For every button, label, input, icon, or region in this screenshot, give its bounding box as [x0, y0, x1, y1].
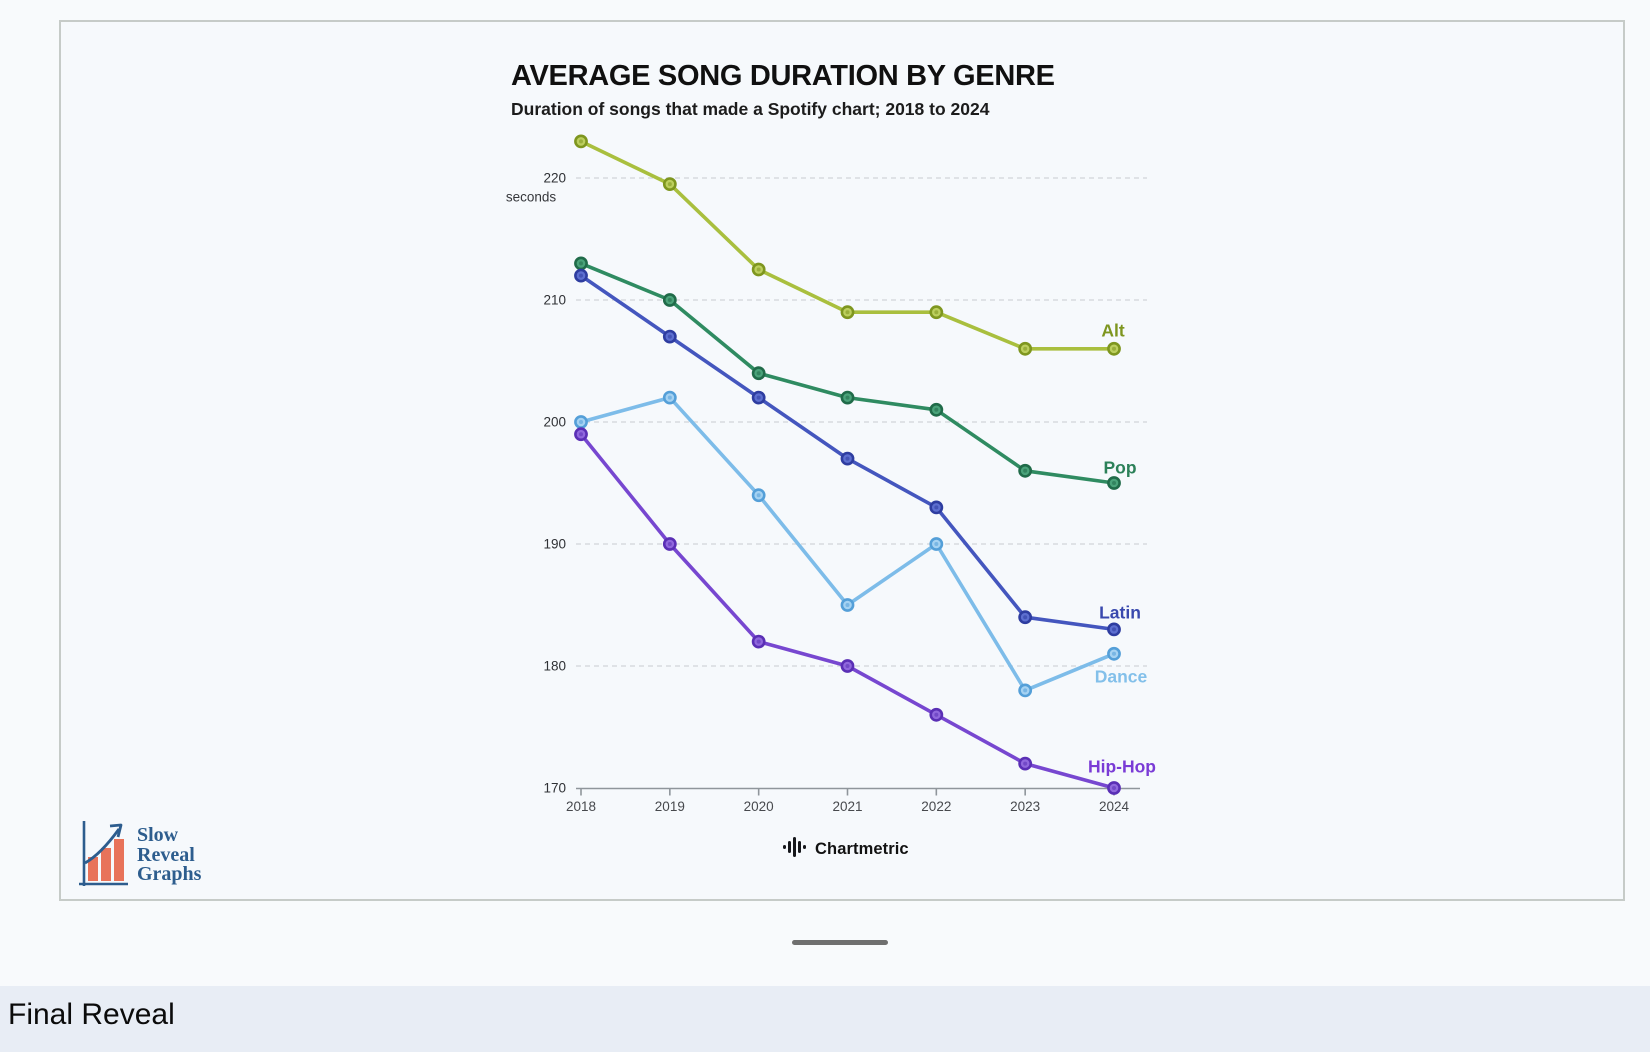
- marker-core-latin-2018: [579, 273, 583, 278]
- y-tick-label-210: 210: [543, 292, 566, 308]
- y-tick-label-200: 200: [543, 414, 566, 430]
- marker-core-hip-hop-2024: [1111, 786, 1116, 790]
- logo-line2: Reveal: [137, 843, 195, 866]
- chart-subtitle: Duration of songs that made a Spotify ch…: [511, 99, 990, 119]
- marker-core-hip-hop-2019: [667, 542, 672, 546]
- marker-core-latin-2020: [756, 395, 761, 400]
- x-tick-label-2018: 2018: [565, 798, 597, 814]
- marker-core-latin-2019: [667, 334, 672, 339]
- bottom-section-bar: Final Reveal: [0, 986, 1650, 1052]
- marker-core-pop-2022: [934, 407, 939, 412]
- marker-core-dance-2024: [1111, 651, 1116, 656]
- marker-core-latin-2023: [1023, 615, 1028, 620]
- marker-core-hip-hop-2021: [845, 664, 850, 668]
- chart-title: AVERAGE SONG DURATION BY GENRE: [511, 60, 1055, 92]
- marker-core-dance-2020: [756, 493, 761, 498]
- marker-core-alt-2018: [579, 139, 583, 144]
- y-tick-label-220: 220: [543, 170, 566, 186]
- y-axis-unit-label: seconds: [505, 189, 557, 204]
- series-label-alt: Alt: [1101, 320, 1125, 341]
- marker-core-pop-2020: [756, 371, 761, 376]
- marker-core-alt-2022: [934, 310, 939, 315]
- marker-core-hip-hop-2020: [756, 639, 761, 644]
- drag-handle[interactable]: [792, 940, 888, 945]
- marker-core-alt-2021: [845, 310, 850, 315]
- marker-core-dance-2019: [667, 395, 672, 400]
- x-tick-label-2024: 2024: [1098, 798, 1129, 814]
- marker-core-pop-2023: [1023, 468, 1028, 473]
- y-tick-label-170: 170: [543, 780, 566, 796]
- x-tick-label-2020: 2020: [743, 798, 774, 814]
- marker-core-alt-2020: [756, 267, 761, 272]
- marker-core-dance-2018: [579, 420, 583, 424]
- section-title: Final Reveal: [8, 998, 175, 1031]
- marker-core-latin-2021: [845, 456, 850, 461]
- marker-core-hip-hop-2018: [579, 432, 583, 437]
- marker-core-alt-2019: [667, 182, 672, 187]
- marker-core-pop-2019: [667, 298, 672, 302]
- series-line-pop: [580, 261, 1115, 485]
- marker-core-pop-2024: [1111, 481, 1116, 485]
- x-tick-label-2022: 2022: [921, 798, 952, 814]
- soundwave-icon: [782, 834, 808, 865]
- y-tick-label-190: 190: [543, 536, 566, 552]
- y-tick-label-180: 180: [543, 658, 566, 674]
- logo-line1: Slow: [137, 824, 179, 847]
- marker-core-hip-hop-2023: [1023, 761, 1028, 766]
- series-label-hip-hop: Hip-Hop: [1087, 756, 1157, 777]
- x-tick-label-2019: 2019: [654, 798, 685, 814]
- marker-core-alt-2023: [1023, 346, 1028, 351]
- series-label-dance: Dance: [1094, 666, 1148, 687]
- series-label-latin: Latin: [1099, 602, 1141, 623]
- chart-header: AVERAGE SONG DURATION BY GENRE Duration …: [511, 60, 1055, 120]
- marker-core-pop-2021: [845, 395, 850, 400]
- x-tick-label-2021: 2021: [832, 798, 863, 814]
- marker-core-latin-2022: [934, 505, 939, 510]
- series-label-pop: Pop: [1103, 457, 1137, 478]
- slow-reveal-graphs-logo: Slow Reveal Graphs: [79, 816, 201, 895]
- marker-core-latin-2024: [1111, 627, 1116, 632]
- chartmetric-attribution: Chartmetric: [782, 834, 909, 865]
- marker-core-dance-2022: [934, 542, 939, 546]
- logo-line3: Graphs: [137, 863, 202, 886]
- marker-core-dance-2023: [1023, 688, 1028, 693]
- marker-core-alt-2024: [1111, 346, 1116, 351]
- x-tick-label-2023: 2023: [1010, 798, 1041, 814]
- marker-core-pop-2018: [579, 261, 583, 266]
- logo-text: Slow Reveal Graphs: [137, 826, 201, 885]
- source-label: Chartmetric: [815, 840, 909, 858]
- marker-core-dance-2021: [845, 603, 850, 607]
- rising-bar-chart-icon: [79, 816, 129, 895]
- marker-core-hip-hop-2022: [934, 712, 939, 717]
